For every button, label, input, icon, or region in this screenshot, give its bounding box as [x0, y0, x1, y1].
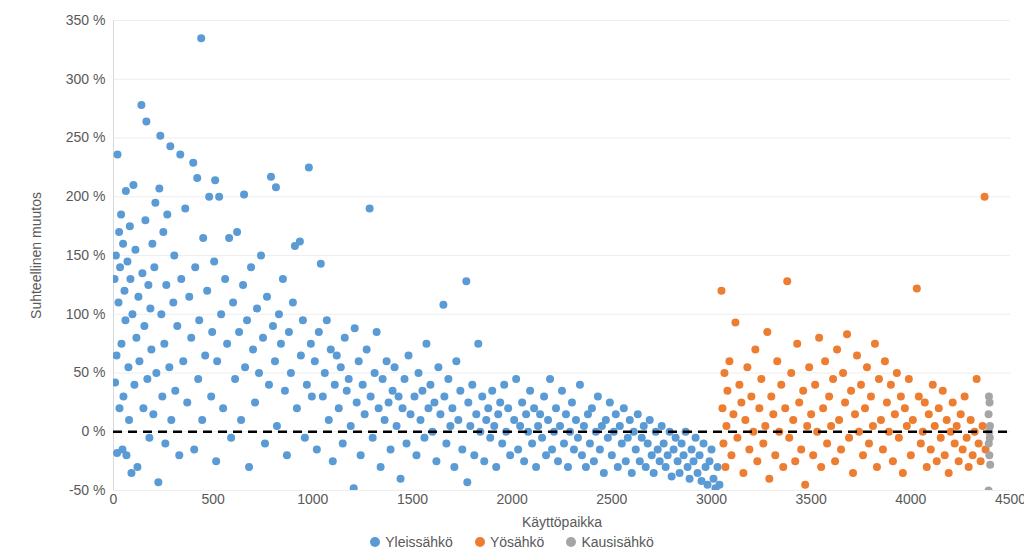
svg-text:Käyttöpaikka: Käyttöpaikka	[522, 514, 602, 530]
svg-text:150 %: 150 %	[66, 247, 106, 263]
svg-text:200 %: 200 %	[66, 188, 106, 204]
svg-text:2500: 2500	[596, 491, 627, 507]
svg-text:2000: 2000	[497, 491, 528, 507]
svg-text:50 %: 50 %	[74, 364, 106, 380]
svg-text:1000: 1000	[297, 491, 328, 507]
svg-text:4500: 4500	[995, 491, 1024, 507]
svg-text:1500: 1500	[397, 491, 428, 507]
html-text:Kausisähkö: Kausisähkö	[581, 533, 654, 550]
svg-text:0: 0	[110, 491, 118, 507]
html-text:Yleissähkö: Yleissähkö	[385, 533, 453, 550]
svg-text:0 %: 0 %	[81, 423, 105, 439]
html-text:Yösähkö: Yösähkö	[489, 533, 545, 550]
svg-text:250 %: 250 %	[66, 129, 106, 145]
svg-text:350 %: 350 %	[66, 12, 106, 28]
svg-text:500: 500	[201, 491, 225, 507]
svg-text:3500: 3500	[796, 491, 827, 507]
svg-text:3000: 3000	[696, 491, 727, 507]
svg-text:100 %: 100 %	[66, 306, 106, 322]
svg-text:300 %: 300 %	[66, 71, 106, 87]
svg-text:4000: 4000	[895, 491, 926, 507]
svg-text:-50 %: -50 %	[69, 482, 106, 498]
svg-text:Suhteellinen muutos: Suhteellinen muutos	[28, 192, 44, 319]
